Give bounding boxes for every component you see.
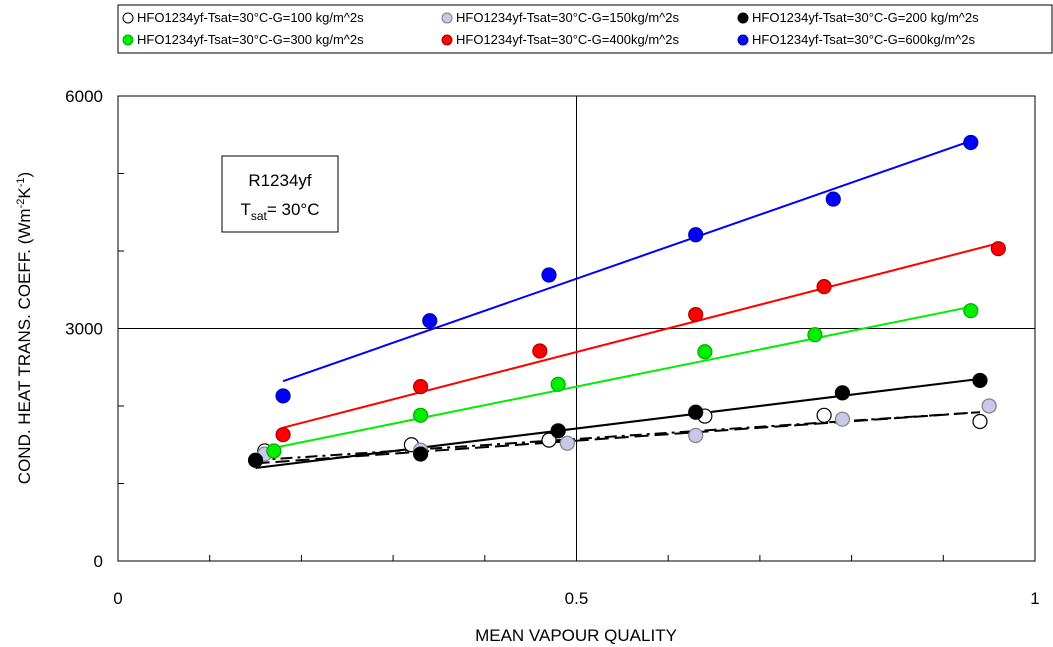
tick-labels: 0 0.5 1 0 3000 6000: [65, 87, 1040, 608]
annotation-tsat-sub: sat: [251, 209, 268, 223]
legend-label-series-4: HFO1234yf-Tsat=30°C-G=400kg/m^2s: [456, 32, 680, 47]
data-point-series-5: [422, 313, 438, 329]
data-point-series-0: [816, 407, 832, 423]
data-point-series-3: [413, 407, 429, 423]
y-tick-label: 6000: [65, 87, 103, 106]
gridlines: [118, 96, 1035, 561]
y-axis-title-main: COND. HEAT TRANS. COEFF. (Wm: [15, 208, 34, 484]
data-point-series-5: [825, 191, 841, 207]
x-tick-label: 0.5: [565, 589, 589, 608]
y-axis-title-sup2: -1: [15, 177, 27, 187]
legend-marker-series-5: [737, 34, 749, 46]
annotation-frame: [221, 155, 339, 233]
fit-line-series-4: [282, 242, 999, 429]
legend-marker-series-1: [441, 12, 453, 24]
fit-line-series-5: [282, 140, 972, 383]
legend-marker-series-0: [122, 12, 134, 24]
data-point-series-3: [266, 443, 282, 459]
legend-marker-series-2: [737, 12, 749, 24]
legend: HFO1234yf-Tsat=30°C-G=100 kg/m^2s HFO1234…: [117, 4, 1053, 54]
data-point-series-1: [981, 398, 997, 414]
axis-ticks: [117, 95, 1036, 562]
data-point-series-2: [688, 404, 704, 420]
data-point-series-1: [688, 427, 704, 444]
data-point-series-2: [834, 385, 851, 401]
legend-label-series-5: HFO1234yf-Tsat=30°C-G=600kg/m^2s: [752, 32, 976, 47]
annotation-box: R1234yf Tsat= 30°C: [221, 155, 339, 233]
x-tick-label: 1: [1030, 589, 1039, 608]
fit-line-series-3: [273, 305, 972, 449]
legend-label-series-3: HFO1234yf-Tsat=30°C-G=300 kg/m^2s: [137, 32, 364, 47]
data-point-series-1: [834, 411, 851, 427]
data-point-series-4: [413, 379, 429, 395]
data-point-series-1: [559, 435, 575, 451]
fit-line-series-1: [255, 411, 981, 465]
x-tick-label: 0: [113, 589, 122, 608]
legend-marker-series-4: [441, 34, 453, 46]
data-point-series-4: [532, 343, 548, 359]
fit-lines: [255, 140, 999, 469]
data-point-series-3: [550, 376, 566, 392]
data-point-series-3: [963, 303, 979, 319]
y-axis-title-end: ): [15, 172, 34, 178]
y-tick-label: 0: [94, 552, 103, 571]
x-axis-title: MEAN VAPOUR QUALITY: [475, 626, 677, 645]
y-tick-label: 3000: [65, 320, 103, 339]
annotation-tsat-value: = 30°C: [267, 200, 320, 219]
y-axis-title: COND. HEAT TRANS. COEFF. (Wm-2K-1): [15, 172, 34, 484]
data-markers: [247, 134, 1006, 468]
y-axis-title-k: K: [15, 187, 34, 199]
annotation-tsat: Tsat= 30°C: [240, 200, 319, 223]
data-point-series-3: [697, 344, 713, 360]
data-point-series-4: [990, 241, 1006, 257]
legend-marker-series-3: [122, 34, 134, 46]
legend-label-series-0: HFO1234yf-Tsat=30°C-G=100 kg/m^2s: [137, 10, 364, 25]
y-axis-title-sup1: -2: [15, 199, 27, 209]
fit-line-series-2: [255, 377, 981, 469]
annotation-fluid: R1234yf: [248, 171, 312, 190]
data-point-series-5: [688, 227, 704, 243]
data-point-series-0: [972, 413, 988, 430]
data-point-series-2: [247, 452, 264, 468]
data-point-series-4: [816, 279, 832, 295]
data-point-series-5: [275, 388, 291, 404]
legend-box: [117, 4, 1053, 54]
data-point-series-5: [963, 134, 979, 151]
data-point-series-2: [413, 446, 429, 462]
data-point-series-2: [550, 423, 566, 439]
data-point-series-4: [688, 306, 704, 323]
legend-items: HFO1234yf-Tsat=30°C-G=100 kg/m^2s HFO1234…: [122, 10, 979, 47]
data-point-series-3: [807, 327, 823, 343]
legend-label-series-2: HFO1234yf-Tsat=30°C-G=200 kg/m^2s: [752, 10, 979, 25]
data-point-series-5: [541, 267, 557, 283]
annotation-tsat-main: T: [240, 200, 250, 219]
data-point-series-4: [275, 427, 291, 443]
data-point-series-2: [972, 372, 988, 389]
legend-label-series-1: HFO1234yf-Tsat=30°C-G=150kg/m^2s: [456, 10, 680, 25]
data-point-series-0: [541, 432, 557, 448]
